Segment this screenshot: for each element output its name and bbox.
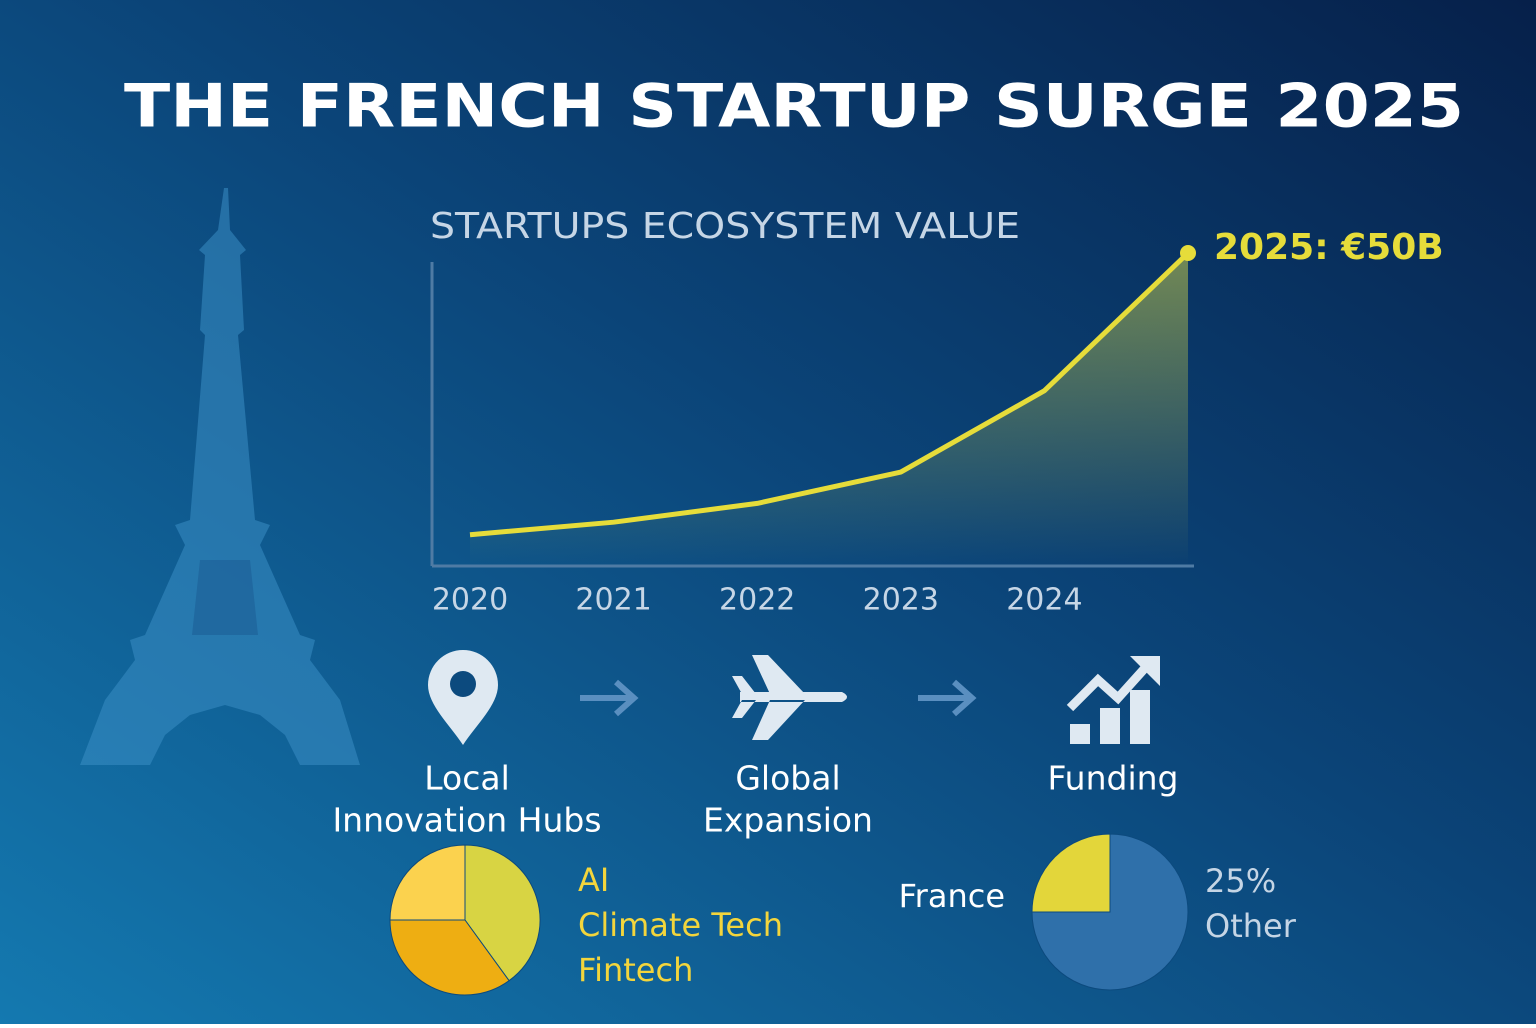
x-tick-label: 2024: [1006, 583, 1082, 618]
annotation: 2025: €50B: [1214, 227, 1444, 268]
x-tick-label: 2020: [432, 583, 508, 618]
x-tick-label: 2022: [719, 583, 795, 618]
pies: [389, 833, 1189, 996]
slice-label: Other: [1205, 907, 1297, 945]
tower-gap: [192, 560, 258, 635]
line: [469, 251, 1190, 538]
plane-icon: [732, 655, 847, 740]
eiffel-tower: [80, 188, 360, 765]
legend-label: Climate Tech: [578, 906, 783, 944]
slice-label: France: [899, 877, 1005, 915]
arrow: [918, 679, 977, 717]
pie-slice: [1031, 833, 1189, 991]
pie-slice: [389, 919, 510, 996]
pin-hole: [450, 671, 476, 697]
end-point: [1180, 245, 1196, 261]
step-label: Expansion: [703, 801, 873, 840]
area-fill: [470, 253, 1188, 566]
arrow: [580, 679, 639, 717]
title: THE FRENCH STARTUP SURGE 2025: [124, 72, 1464, 142]
growth-icon: [1066, 656, 1160, 744]
legend-label: Fintech: [578, 951, 693, 989]
value-label: 25%: [1205, 862, 1276, 900]
pie-slice: [389, 844, 466, 921]
legend-label: AI: [578, 861, 609, 899]
step-label: Innovation Hubs: [332, 801, 601, 840]
x-tick-label: 2021: [575, 583, 651, 618]
chart-title: STARTUPS ECOSYSTEM VALUE: [430, 206, 1020, 247]
step-label: Local: [424, 759, 510, 798]
step-label: Funding: [1048, 759, 1179, 798]
pie-slice: [464, 844, 541, 982]
pie-slice: [1031, 833, 1111, 913]
step-label: Global: [735, 759, 840, 798]
pin-icon: [428, 650, 498, 745]
x-tick-label: 2023: [863, 583, 939, 618]
